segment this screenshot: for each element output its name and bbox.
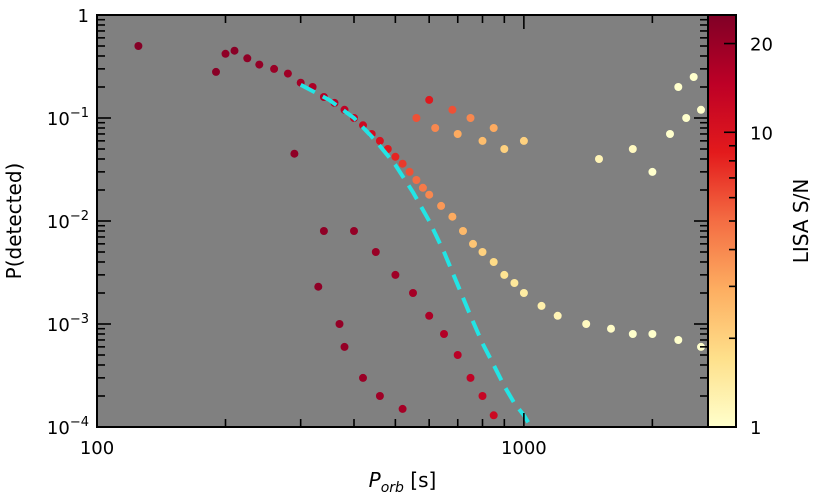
data-point bbox=[466, 373, 475, 382]
data-point bbox=[489, 258, 498, 266]
data-point bbox=[689, 73, 698, 81]
data-point bbox=[398, 404, 407, 413]
x-axis-label: Porb [s] bbox=[369, 468, 437, 496]
y-tick-label: 10−4 bbox=[47, 415, 89, 439]
data-point bbox=[674, 336, 683, 344]
x-axis-label-unit: [s] bbox=[404, 468, 436, 492]
data-point bbox=[453, 130, 462, 138]
data-point bbox=[319, 227, 328, 235]
data-point bbox=[628, 145, 637, 153]
plot-area bbox=[97, 15, 708, 427]
data-point bbox=[375, 136, 384, 145]
data-point bbox=[425, 190, 434, 199]
data-point bbox=[243, 54, 252, 63]
data-point bbox=[255, 60, 264, 69]
data-point bbox=[134, 42, 143, 50]
data-point bbox=[418, 183, 427, 192]
data-point bbox=[607, 324, 615, 333]
data-point bbox=[697, 105, 705, 114]
data-point bbox=[212, 67, 220, 76]
data-point bbox=[453, 351, 462, 359]
data-point bbox=[425, 95, 434, 104]
data-point bbox=[510, 279, 519, 287]
data-point bbox=[448, 105, 457, 114]
data-point bbox=[648, 167, 657, 176]
y-tick-label: 1 bbox=[78, 6, 89, 27]
data-point bbox=[283, 69, 292, 78]
data-point bbox=[391, 270, 400, 279]
data-point bbox=[466, 114, 475, 122]
data-point bbox=[648, 330, 657, 338]
x-tick-label: 1000 bbox=[501, 438, 547, 459]
data-point bbox=[440, 330, 448, 338]
data-point bbox=[290, 149, 299, 158]
data-point bbox=[553, 311, 562, 320]
data-point bbox=[391, 152, 400, 161]
data-point bbox=[409, 289, 417, 297]
data-point bbox=[666, 130, 674, 138]
data-point bbox=[519, 136, 528, 145]
y-axis-ticks: 1 10−1 10−2 10−3 10−4 bbox=[47, 6, 708, 439]
data-point bbox=[478, 136, 487, 145]
data-point bbox=[405, 167, 414, 176]
x-axis-ticks: 100 1000 bbox=[80, 15, 654, 459]
colorbar-tick-label: 1 bbox=[750, 418, 761, 439]
x-axis-label-sub: orb bbox=[381, 480, 404, 496]
data-point bbox=[595, 155, 603, 163]
data-point bbox=[469, 239, 477, 248]
colorbar-tick-label: 10 bbox=[750, 123, 773, 144]
data-point bbox=[230, 46, 239, 55]
data-point bbox=[582, 320, 591, 328]
colorbar-ticks: 1 10 20 bbox=[724, 35, 773, 439]
data-point bbox=[500, 270, 509, 279]
data-point bbox=[335, 320, 344, 328]
scatter-points bbox=[134, 42, 705, 420]
data-point bbox=[412, 114, 421, 122]
colorbar-label: LISA S/N bbox=[789, 179, 813, 264]
y-axis-label: P(detected) bbox=[2, 163, 26, 280]
data-point bbox=[350, 227, 358, 235]
data-point bbox=[340, 342, 349, 351]
y-tick-label: 10−2 bbox=[47, 209, 89, 233]
colorbar-tick-label: 20 bbox=[750, 35, 773, 56]
data-point bbox=[674, 83, 683, 91]
data-point bbox=[478, 392, 487, 400]
x-tick-label: 100 bbox=[80, 438, 114, 459]
data-point bbox=[371, 248, 380, 256]
y-tick-label: 10−1 bbox=[47, 106, 89, 130]
data-point bbox=[221, 49, 230, 58]
y-tick-label: 10−3 bbox=[47, 312, 89, 336]
data-point bbox=[398, 159, 407, 168]
data-point bbox=[437, 201, 446, 210]
data-point bbox=[314, 282, 323, 291]
data-point bbox=[489, 124, 498, 132]
data-point bbox=[270, 64, 279, 73]
data-point bbox=[519, 289, 528, 297]
data-point bbox=[537, 301, 546, 310]
data-point bbox=[478, 248, 487, 256]
data-point bbox=[412, 176, 421, 184]
data-point bbox=[489, 411, 498, 420]
data-point bbox=[425, 311, 434, 320]
data-point bbox=[500, 145, 509, 153]
x-axis-label-main: P bbox=[369, 468, 382, 492]
data-point bbox=[431, 124, 440, 132]
data-point bbox=[448, 212, 457, 221]
data-point bbox=[375, 392, 384, 400]
data-point bbox=[359, 373, 367, 382]
data-point bbox=[459, 227, 467, 235]
data-point bbox=[628, 330, 637, 338]
dashed-fit-curve bbox=[299, 83, 533, 427]
data-point bbox=[682, 114, 691, 122]
